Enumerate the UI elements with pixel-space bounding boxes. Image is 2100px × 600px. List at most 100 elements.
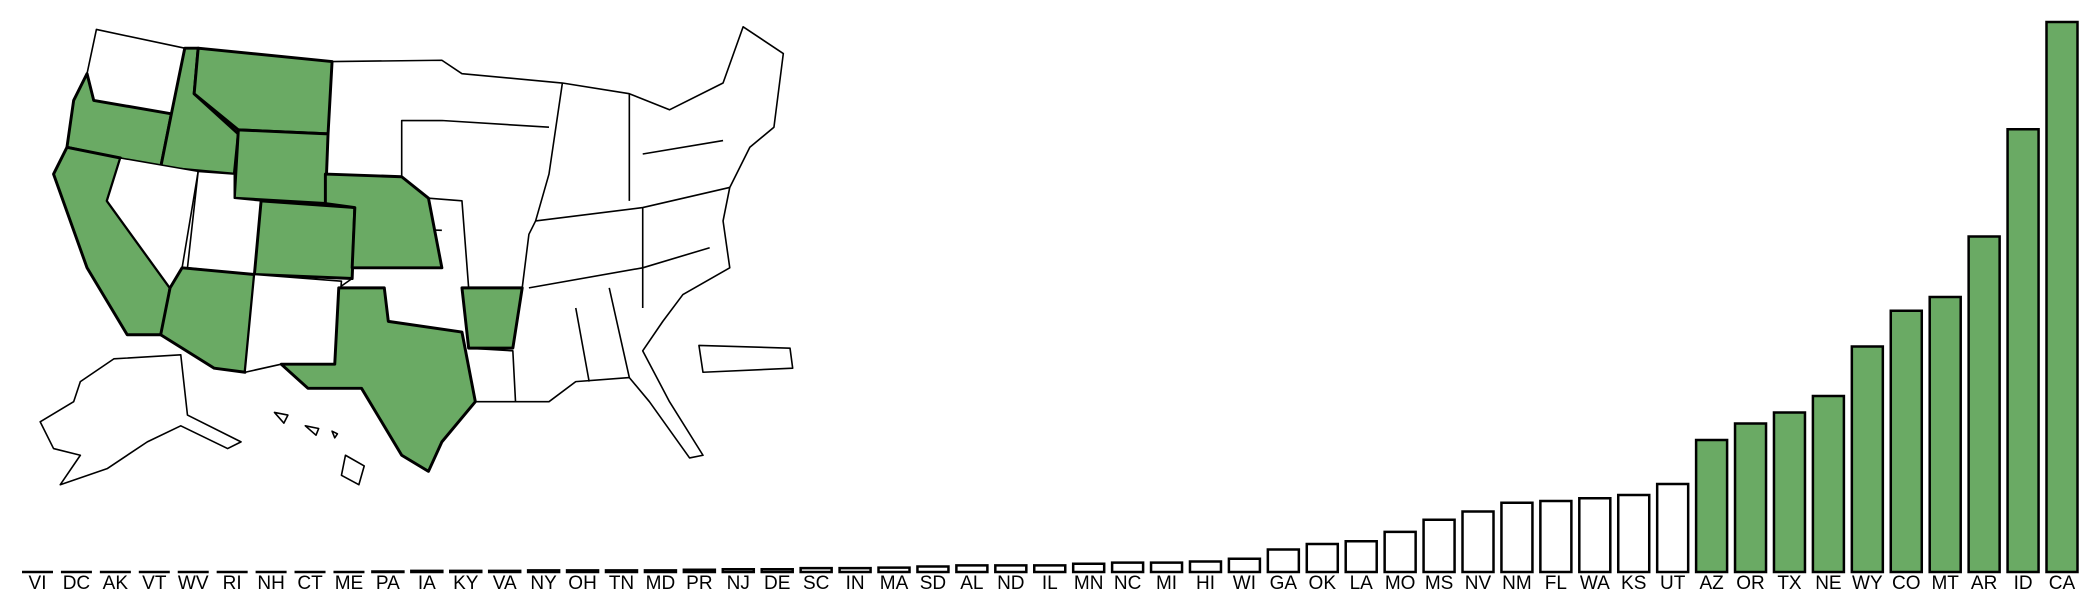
x-tick-label: MI: [1156, 573, 1177, 594]
bar: [1811, 394, 1846, 574]
x-tick-label: WY: [1852, 573, 1883, 594]
x-tick-label: MT: [1931, 573, 1959, 594]
x-tick-label: UT: [1660, 573, 1686, 594]
x-tick-label: NY: [530, 573, 557, 594]
bar: [1071, 562, 1106, 574]
bar: [565, 569, 600, 574]
bar: [760, 568, 794, 574]
x-tick-label: ID: [2014, 573, 2033, 594]
x-tick-label: CA: [2049, 573, 2076, 594]
map-ak: [39, 354, 242, 486]
x-tick-label: WA: [1580, 573, 1610, 594]
bar: [1889, 309, 1924, 574]
x-tick-label: MA: [880, 573, 909, 594]
us-map: [39, 25, 794, 486]
x-tick-label: PR: [686, 573, 712, 594]
bar: [371, 570, 405, 574]
bar: [1772, 411, 1807, 574]
map-ne: [323, 172, 444, 270]
map-co: [252, 199, 357, 280]
bar: [877, 566, 911, 574]
x-tick-label: KS: [1621, 573, 1646, 594]
x-tick-label: VA: [493, 573, 517, 594]
x-tick-label: NM: [1502, 573, 1532, 594]
bar: [2045, 20, 2079, 574]
bar: [1344, 539, 1378, 574]
bar: [994, 564, 1028, 574]
x-tick-label: IA: [418, 573, 436, 594]
bar: [1266, 548, 1301, 574]
bar: [1928, 295, 1962, 574]
x-tick-label: DE: [764, 573, 790, 594]
x-tick-label: RI: [223, 573, 242, 594]
bar: [955, 564, 989, 574]
x-tick-label: MO: [1385, 573, 1416, 594]
map-pr: [698, 344, 794, 374]
bar: [1616, 493, 1651, 574]
bar: [1149, 561, 1184, 574]
x-tick-label: AR: [1971, 573, 1997, 594]
bar: [1655, 482, 1690, 574]
map-tx: [279, 286, 477, 473]
x-tick-label: NH: [257, 573, 284, 594]
bar: [1850, 345, 1885, 574]
x-tick-label: NJ: [727, 573, 750, 594]
x-tick-label: TX: [1777, 573, 1802, 594]
x-tick-label: OH: [568, 573, 597, 594]
x-tick-label: GA: [1270, 573, 1298, 594]
x-tick-label: CO: [1892, 573, 1921, 594]
bar: [1578, 497, 1612, 574]
x-tick-label: MS: [1425, 573, 1454, 594]
bar: [487, 569, 522, 574]
x-tick-label: IN: [846, 573, 865, 594]
bar: [2006, 128, 2040, 574]
bar: [1967, 235, 2001, 574]
x-tick-label: VT: [142, 573, 167, 594]
bar: [1539, 499, 1573, 574]
bar: [1305, 542, 1340, 574]
x-tick-label: AL: [960, 573, 983, 594]
bar: [643, 569, 678, 574]
map-nm: [244, 273, 343, 374]
bar: [1227, 557, 1262, 574]
x-tick-label: OR: [1736, 573, 1765, 594]
map-hi: [273, 411, 366, 486]
bar: [604, 569, 639, 574]
bar: [1033, 564, 1067, 574]
x-tick-label: NV: [1465, 573, 1492, 594]
x-tick-label: SD: [920, 573, 946, 594]
x-tick-label: PA: [376, 573, 400, 594]
x-tick-label: LA: [1350, 573, 1374, 594]
bar: [1383, 530, 1417, 574]
x-tick-label: MD: [646, 573, 676, 594]
bar: [1694, 438, 1729, 574]
x-tick-label: ND: [997, 573, 1024, 594]
x-tick-label: MN: [1074, 573, 1104, 594]
x-tick-label: DC: [63, 573, 90, 594]
x-tick-label: WI: [1233, 573, 1256, 594]
x-tick-label: AK: [103, 573, 129, 594]
x-tick-label: NC: [1114, 573, 1141, 594]
bar: [916, 565, 950, 574]
x-tick-label: OK: [1309, 573, 1337, 594]
x-tick-label: KY: [453, 573, 479, 594]
x-tick-label: IL: [1042, 573, 1058, 594]
x-tick-label: AZ: [1699, 573, 1724, 594]
x-tick-label: VI: [29, 573, 47, 594]
bar: [721, 568, 756, 574]
bar: [1461, 510, 1495, 574]
map-borders: [352, 82, 730, 402]
bar: [1733, 422, 1768, 574]
bar: [1188, 560, 1223, 574]
map-wy: [232, 128, 330, 206]
x-tick-label: HI: [1196, 573, 1215, 594]
bar: [1110, 561, 1145, 574]
x-tick-label: SC: [803, 573, 829, 594]
x-tick-label: ME: [335, 573, 364, 594]
bar: [682, 568, 717, 574]
bar: [449, 569, 483, 574]
x-tick-label: FL: [1545, 573, 1567, 594]
bar: [526, 569, 561, 574]
bar: [1500, 501, 1534, 574]
